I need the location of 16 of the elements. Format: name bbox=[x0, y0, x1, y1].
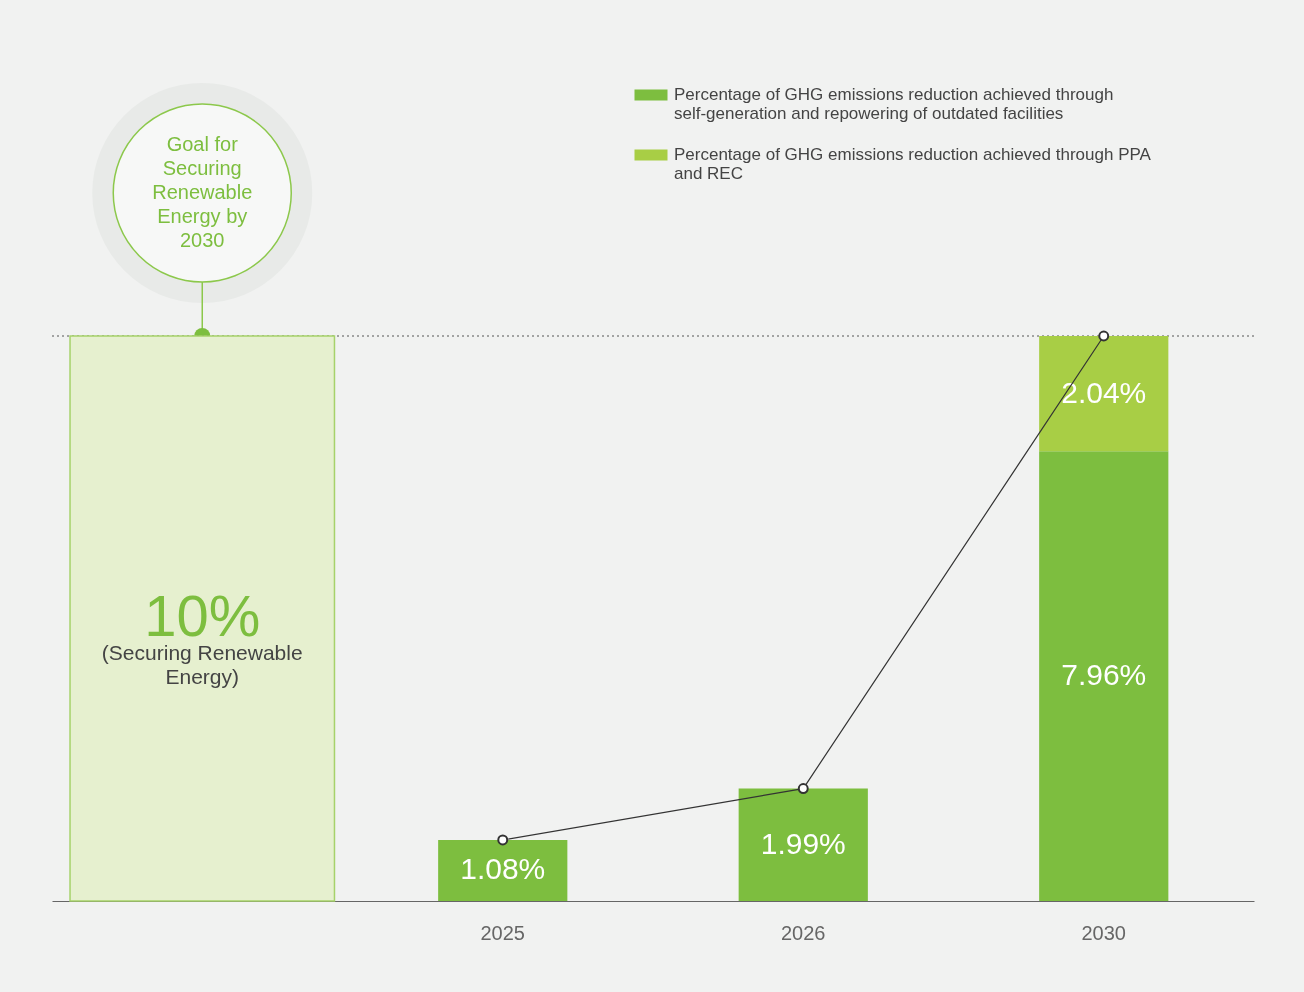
bar bbox=[438, 839, 568, 901]
data-label: 1.99% bbox=[760, 826, 846, 860]
bar bbox=[1039, 451, 1169, 901]
data-label: 1.08% bbox=[460, 852, 546, 886]
annotation: (Securing Renewable Energy) bbox=[101, 640, 303, 688]
data-label: 7.96% bbox=[1061, 658, 1147, 692]
x-tick-label: 2025 bbox=[480, 921, 525, 944]
bar bbox=[738, 788, 868, 901]
bar bbox=[1039, 336, 1169, 452]
data-label: 2.04% bbox=[1061, 375, 1147, 409]
x-tick-label: 2030 bbox=[1081, 921, 1126, 944]
text: Goal for Securing Renewable Energy by 2030 bbox=[152, 133, 253, 251]
legend-label: Percentage of GHG emissions reduction achieved through self-generation and repowering of outdated facilities bbox=[674, 85, 1114, 123]
legend-label: Percentage of GHG emissions reduction achieved through PPA and REC bbox=[674, 145, 1152, 183]
x-tick-label: 2026 bbox=[781, 921, 826, 944]
bar bbox=[69, 335, 336, 902]
